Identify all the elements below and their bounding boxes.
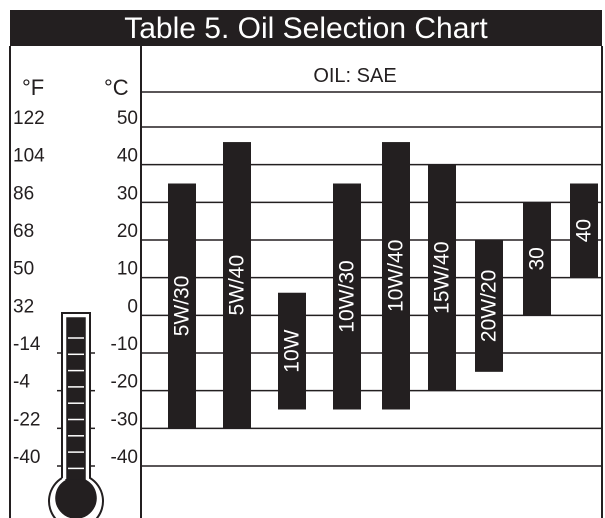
oil-range-bars: 5W/30 5W/40 10W 10W/30 10W/40 15W/40 20W/20 30 4… <box>168 142 598 429</box>
oil-grade-label: 10W <box>281 329 304 372</box>
celsius-tick-label: 50 <box>117 108 138 129</box>
celsius-tick-label: 30 <box>117 183 138 204</box>
oil-range-bar <box>223 142 251 429</box>
thermometer-casing <box>48 312 104 518</box>
fahrenheit-tick-label: -40 <box>13 447 40 468</box>
oil-grade-label: 5W/40 <box>226 255 249 316</box>
thermometer-icon <box>52 314 100 518</box>
oil-range-bar <box>168 183 196 429</box>
celsius-tick-label: 0 <box>127 296 138 317</box>
celsius-tick-label: -40 <box>111 447 138 468</box>
oil-grade-label: 15W/40 <box>431 241 454 313</box>
axis-ticks: 50 122 40 104 30 86 20 68 10 50 0 32 -10 -14 -20 -4 -30 -… <box>13 108 138 468</box>
fahrenheit-unit-label: °F <box>22 75 44 100</box>
oil-range-bar <box>333 183 361 410</box>
oil-range-bar <box>475 240 503 372</box>
fahrenheit-tick-label: 68 <box>13 221 34 242</box>
fahrenheit-tick-label: -22 <box>13 409 40 430</box>
oil-grade-label: 40 <box>573 219 596 242</box>
oil-range-bar <box>570 183 598 278</box>
fahrenheit-tick-label: 122 <box>13 108 45 129</box>
celsius-tick-label: 10 <box>117 259 138 280</box>
celsius-tick-label: 20 <box>117 221 138 242</box>
fahrenheit-tick-label: -4 <box>13 372 30 393</box>
fahrenheit-tick-label: -14 <box>13 334 41 355</box>
oil-grade-label: 10W/40 <box>385 240 408 312</box>
oil-range-bar <box>278 292 306 410</box>
fahrenheit-tick-label: 50 <box>13 259 34 280</box>
celsius-tick-label: -30 <box>111 409 138 430</box>
fahrenheit-tick-label: 104 <box>13 146 45 167</box>
oil-grade-label: 5W/30 <box>171 276 194 337</box>
oil-grade-label: 10W/30 <box>336 260 359 332</box>
fahrenheit-tick-label: 86 <box>13 183 34 204</box>
oil-grade-label: 30 <box>526 247 549 270</box>
celsius-tick-label: -20 <box>111 372 138 393</box>
celsius-unit-label: °C <box>104 75 129 100</box>
thermometer-fluid <box>68 318 84 498</box>
chart-title: Table 5. Oil Selection Chart <box>124 12 488 45</box>
celsius-tick-label: 40 <box>117 146 138 167</box>
thermometer-ticks <box>57 337 95 470</box>
celsius-tick-label: -10 <box>111 334 138 355</box>
fahrenheit-tick-label: 32 <box>13 296 34 317</box>
oil-range-bar <box>428 164 456 391</box>
title-bar <box>10 10 602 46</box>
oil-range-bar <box>523 202 551 316</box>
oil-sae-label: OIL: SAE <box>313 65 396 87</box>
oil-range-bar <box>382 142 410 410</box>
oil-grade-label: 20W/20 <box>478 270 501 342</box>
thermometer-bulb <box>57 479 95 517</box>
